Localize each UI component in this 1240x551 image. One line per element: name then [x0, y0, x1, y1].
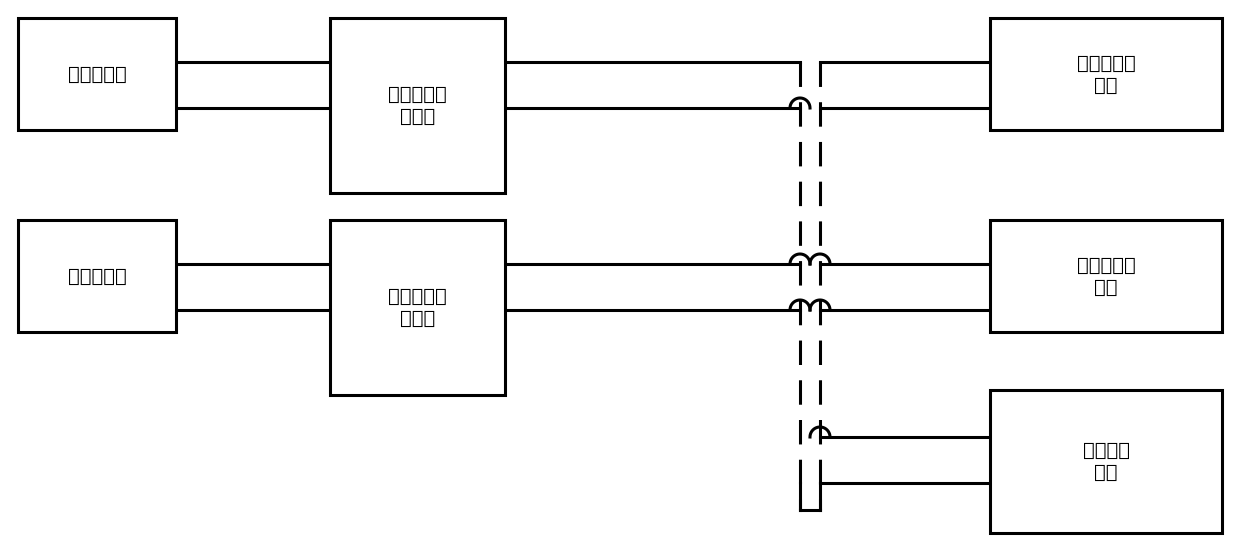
- Bar: [19, 18, 176, 130]
- Bar: [990, 220, 1221, 332]
- Bar: [990, 390, 1221, 533]
- Text: 牢引逆变器
模块: 牢引逆变器 模块: [1076, 256, 1136, 296]
- Text: 预充电回路: 预充电回路: [68, 64, 126, 84]
- Text: 牢引逆变器
模块: 牢引逆变器 模块: [1076, 53, 1136, 95]
- Text: 辅助逆变
系统: 辅助逆变 系统: [1083, 441, 1130, 482]
- Bar: [19, 220, 176, 332]
- Text: 四象限整流
器模块: 四象限整流 器模块: [388, 85, 446, 126]
- Bar: [990, 18, 1221, 130]
- Bar: [330, 18, 505, 193]
- Bar: [330, 220, 505, 395]
- Text: 预充电回路: 预充电回路: [68, 267, 126, 285]
- Text: 四象限整流
器模块: 四象限整流 器模块: [388, 287, 446, 328]
